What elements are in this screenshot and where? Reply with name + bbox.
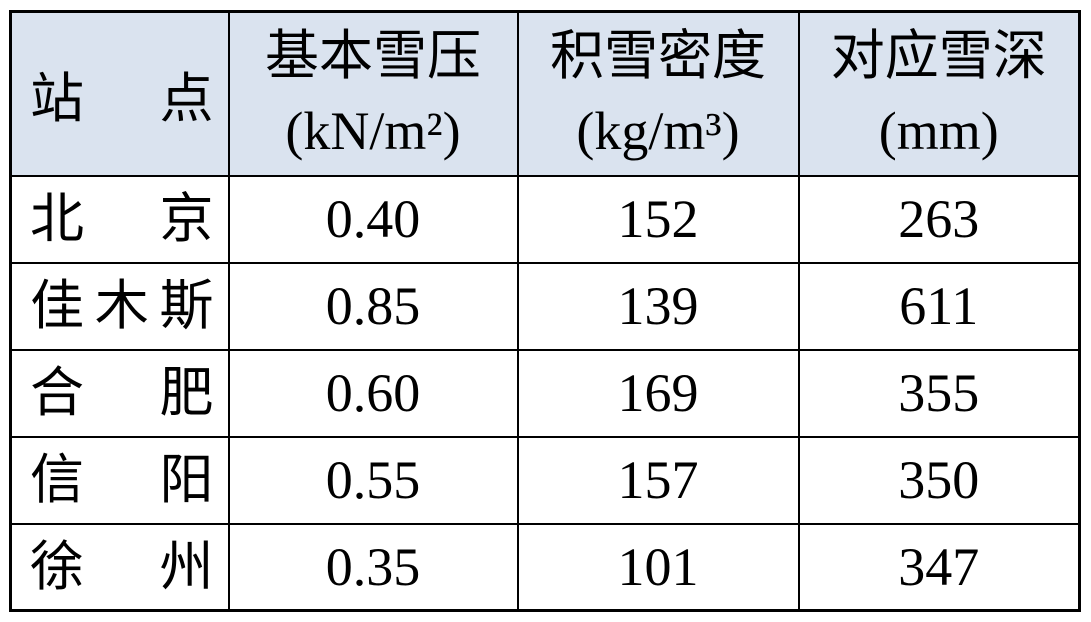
header-snow-depth: 对应雪深 (mm) — [797, 10, 1081, 177]
table-row: 合肥 0.60 169 355 — [9, 348, 1081, 438]
table-row: 北京 0.40 152 263 — [9, 174, 1081, 264]
header-snow-density-unit: (kg/m³) — [576, 100, 740, 161]
header-station: 站点 — [9, 10, 230, 177]
table-row: 徐州 0.35 101 347 — [9, 522, 1081, 612]
snow-density-value: 169 — [516, 348, 800, 438]
snow-pressure-value: 0.40 — [227, 174, 519, 264]
header-snow-pressure-unit: (kN/m²) — [285, 100, 461, 161]
snow-depth-value: 350 — [797, 435, 1081, 525]
snow-pressure-value: 0.55 — [227, 435, 519, 525]
station-name: 徐州 — [9, 522, 230, 612]
snow-pressure-value: 0.85 — [227, 261, 519, 351]
snow-density-value: 157 — [516, 435, 800, 525]
header-snow-depth-title: 对应雪深 — [830, 26, 1047, 87]
header-snow-pressure-title: 基本雪压 — [265, 26, 481, 87]
snow-density-value: 101 — [516, 522, 800, 612]
snow-pressure-value: 0.35 — [227, 522, 519, 612]
snow-depth-value: 355 — [797, 348, 1081, 438]
header-snow-density-title: 积雪密度 — [550, 26, 766, 87]
header-snow-depth-unit: (mm) — [878, 100, 999, 161]
snow-density-value: 139 — [516, 261, 800, 351]
station-name: 合肥 — [9, 348, 230, 438]
snow-density-value: 152 — [516, 174, 800, 264]
snow-depth-value: 611 — [797, 261, 1081, 351]
header-snow-density: 积雪密度 (kg/m³) — [516, 10, 800, 177]
station-name: 北京 — [9, 174, 230, 264]
snow-data-table: 站点 基本雪压 (kN/m²) 积雪密度 (kg/m³) 对应雪深 (mm) 北… — [9, 10, 1081, 612]
header-row: 站点 基本雪压 (kN/m²) 积雪密度 (kg/m³) 对应雪深 (mm) — [9, 10, 1081, 177]
table-row: 信阳 0.55 157 350 — [9, 435, 1081, 525]
snow-pressure-value: 0.60 — [227, 348, 519, 438]
station-name: 信阳 — [9, 435, 230, 525]
snow-depth-value: 347 — [797, 522, 1081, 612]
table-row: 佳木斯 0.85 139 611 — [9, 261, 1081, 351]
snow-depth-value: 263 — [797, 174, 1081, 264]
header-snow-pressure: 基本雪压 (kN/m²) — [227, 10, 519, 177]
station-name: 佳木斯 — [9, 261, 230, 351]
